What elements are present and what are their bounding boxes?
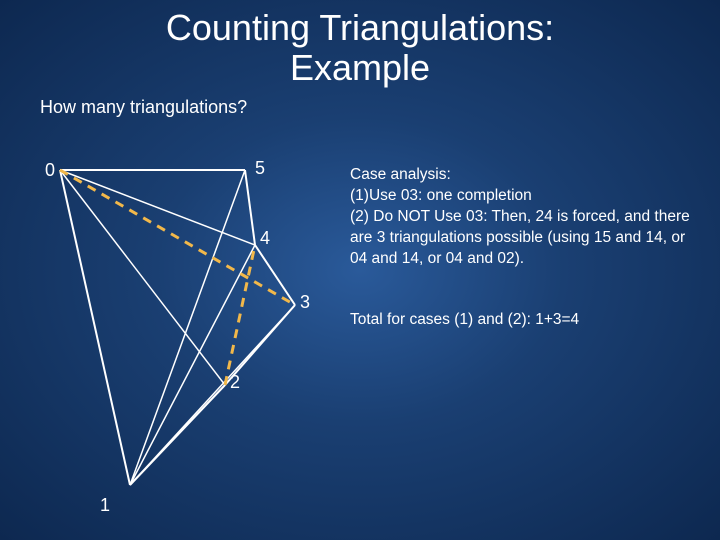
total-para: Total for cases (1) and (2): 1+3=4 [350, 310, 695, 331]
edge-1-4 [130, 245, 255, 485]
vertex-label-0: 0 [45, 160, 55, 181]
edge-1-0 [60, 170, 130, 485]
vertex-label-4: 4 [260, 228, 270, 249]
title-line1: Counting Triangulations: [166, 7, 554, 48]
vertex-label-1: 1 [100, 495, 110, 516]
vertex-label-5: 5 [255, 158, 265, 179]
slide-title: Counting Triangulations: Example [0, 0, 720, 87]
vertex-label-2: 2 [230, 372, 240, 393]
triangulation-diagram: 0 1 2 3 4 5 [0, 130, 360, 540]
edge-5-4 [245, 170, 255, 245]
edge-1-5 [130, 170, 245, 485]
edge-4-3 [255, 245, 295, 305]
vertex-label-3: 3 [300, 292, 310, 313]
analysis-text: Case analysis:(1)Use 03: one completion(… [350, 165, 695, 331]
slide-subtitle: How many triangulations? [0, 87, 720, 118]
case-analysis-para: Case analysis:(1)Use 03: one completion(… [350, 165, 695, 270]
edge-1-3 [130, 305, 295, 485]
title-line2: Example [290, 47, 430, 88]
diagram-svg [0, 130, 360, 540]
